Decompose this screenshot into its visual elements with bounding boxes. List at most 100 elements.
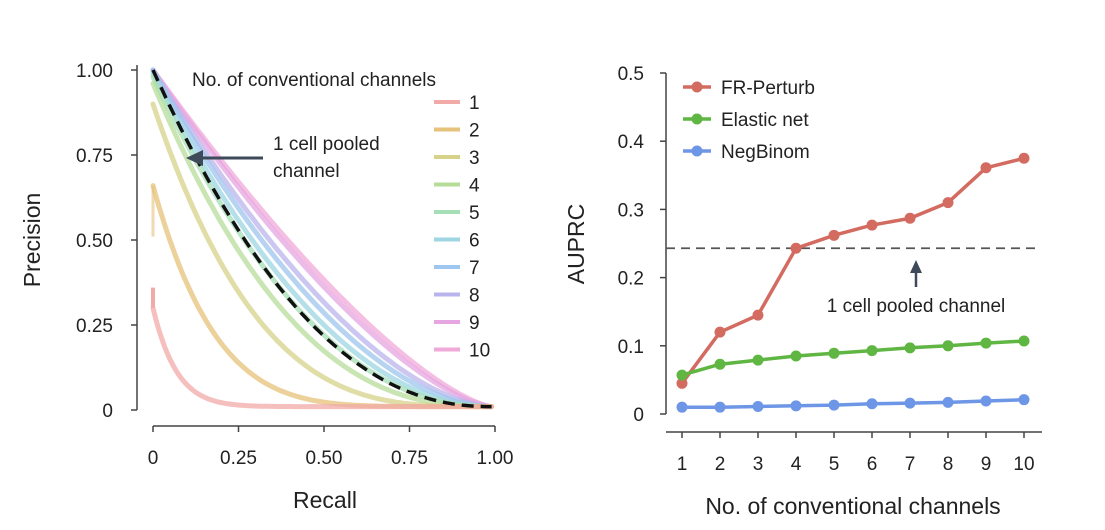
series-point-negbinom: [752, 400, 764, 412]
legend-label-8: 8: [469, 286, 480, 307]
legend-label-4: 4: [469, 176, 480, 197]
series-point-negbinom: [980, 395, 992, 407]
series-point-elastic-net: [676, 369, 688, 381]
right-legend-label: Elastic net: [721, 110, 809, 131]
series-point-elastic-net: [714, 358, 726, 370]
pooled-channel-curve: [151, 69, 492, 409]
legend-label-1: 1: [469, 93, 480, 114]
series-point-negbinom: [828, 399, 840, 411]
right-x-tick-label: 10: [1013, 454, 1034, 475]
right-legend-marker: [691, 113, 703, 125]
right-legend: FR-Perturb Elastic net NegBinom: [683, 78, 815, 163]
pr-curve-4: [150, 81, 495, 410]
series-point-fr-perturb: [980, 162, 992, 174]
series-point-negbinom: [790, 400, 802, 412]
left-x-tick-label: 1.00: [477, 448, 514, 469]
auprc-panel: 0 0.1 0.2 0.3 0.4 0.5 1 2 3 4 5 6 7 8 9 10 1 cell poole…: [563, 64, 1042, 519]
y-axis-label-auprc: AUPRC: [563, 204, 589, 285]
series-point-elastic-net: [904, 342, 916, 354]
left-y-tick-label: 0.75: [76, 146, 113, 167]
series-line-elastic-net: [681, 339, 1025, 377]
left-y-tick-label: 0.50: [76, 231, 113, 252]
right-y-tick-label: 0.3: [618, 200, 644, 221]
right-y-tick-label: 0.4: [618, 132, 645, 153]
pooled-channel-annotation: 1 cell pooled channel: [186, 134, 380, 182]
pooled-channel-dashed-curve: [151, 69, 492, 409]
right-x-tick-label: 5: [829, 454, 840, 475]
reference-arrow-head: [910, 260, 922, 273]
right-x-tick-label: 6: [867, 454, 878, 475]
legend-label-3: 3: [469, 148, 480, 169]
legend-label-2: 2: [469, 121, 480, 142]
legend-label-7: 7: [469, 258, 480, 279]
series-point-fr-perturb: [714, 326, 726, 338]
x-axis-label-recall: Recall: [293, 487, 357, 513]
right-x-tick-label: 8: [943, 454, 954, 475]
precision-recall-panel: 0 0 0.25 0.25 0.50 0.50 0.75 0.75 1.00 1.00 No. o…: [19, 61, 513, 513]
right-x-tick-label: 9: [981, 454, 992, 475]
legend-label-6: 6: [469, 231, 480, 252]
series-point-fr-perturb: [790, 242, 802, 254]
series-point-fr-perturb: [676, 377, 688, 389]
series-point-negbinom: [904, 397, 916, 409]
annotation-label-line1: 1 cell pooled: [273, 134, 380, 155]
pr-curve-9: [150, 67, 495, 410]
left-x-tick-label: 0.75: [391, 448, 428, 469]
series-point-negbinom: [942, 396, 954, 408]
series-point-negbinom: [714, 401, 726, 413]
right-x-tick-label: 1: [677, 454, 688, 475]
legend-label-5: 5: [469, 203, 480, 224]
right-x-tick-label: 3: [753, 454, 764, 475]
series-point-fr-perturb: [942, 197, 954, 209]
right-y-tick-label: 0: [633, 405, 644, 426]
auprc-series: [676, 152, 1030, 413]
left-axes: 0 0 0.25 0.25 0.50 0.50 0.75 0.75 1.00 1.00: [76, 61, 513, 469]
series-point-elastic-net: [790, 350, 802, 362]
series-point-elastic-net: [1018, 335, 1030, 347]
right-legend-label: FR-Perturb: [721, 78, 815, 99]
right-y-tick-label: 0.2: [618, 269, 644, 290]
series-point-elastic-net: [828, 347, 840, 359]
left-y-tick-label: 1.00: [76, 61, 113, 82]
left-legend: No. of conventional channels 1 2 3 4 5 6 7 8 9 10: [192, 70, 490, 362]
series-point-negbinom: [866, 398, 878, 410]
pr-curve-7: [150, 67, 495, 410]
left-x-tick-label: 0.25: [220, 448, 257, 469]
right-legend-marker: [691, 81, 703, 93]
series-point-elastic-net: [866, 345, 878, 357]
legend-label-10: 10: [469, 341, 490, 362]
annotation-arrow-head: [186, 150, 203, 166]
pooled-channel-reference: 1 cell pooled channel: [666, 247, 1035, 317]
reference-label: 1 cell pooled channel: [827, 296, 1006, 317]
series-point-fr-perturb: [828, 229, 840, 241]
series-point-fr-perturb: [752, 309, 764, 321]
series-point-elastic-net: [942, 340, 954, 352]
left-x-tick-label: 0: [148, 448, 159, 469]
y-axis-label-precision: Precision: [19, 193, 45, 288]
series-point-fr-perturb: [904, 212, 916, 224]
x-axis-label-channels: No. of conventional channels: [705, 493, 1000, 519]
left-legend-title: No. of conventional channels: [192, 70, 436, 91]
right-x-tick-label: 2: [715, 454, 726, 475]
legend-label-9: 9: [469, 313, 480, 334]
right-x-tick-label: 7: [905, 454, 916, 475]
right-axes: 0 0.1 0.2 0.3 0.4 0.5 1 2 3 4 5 6 7 8 9 10: [618, 64, 1042, 475]
right-x-tick-label: 4: [791, 454, 802, 475]
series-line-negbinom: [682, 397, 1025, 409]
series-point-negbinom: [1018, 394, 1030, 406]
pr-curve-1: [150, 305, 495, 410]
series-line-fr-perturb: [680, 156, 1025, 385]
right-y-tick-label: 0.5: [618, 64, 644, 85]
right-legend-label: NegBinom: [721, 142, 810, 163]
series-point-fr-perturb: [1018, 152, 1030, 164]
annotation-label-line2: channel: [273, 161, 340, 182]
series-point-negbinom: [676, 401, 688, 413]
right-y-tick-label: 0.1: [618, 337, 644, 358]
series-point-fr-perturb: [866, 219, 878, 231]
right-legend-marker: [691, 145, 703, 157]
left-x-tick-label: 0.50: [306, 448, 343, 469]
left-y-tick-label: 0.25: [76, 316, 113, 337]
pr-curve-5: [150, 74, 495, 410]
series-point-elastic-net: [980, 337, 992, 349]
